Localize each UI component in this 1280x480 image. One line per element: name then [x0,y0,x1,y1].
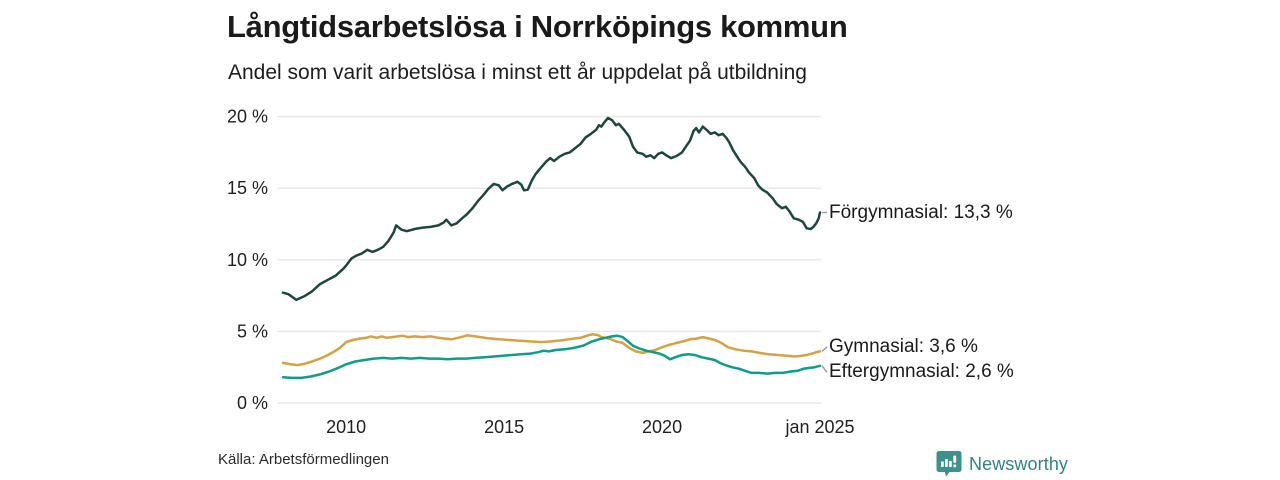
y-tick-label: 0 % [237,393,268,413]
y-tick-label: 10 % [227,250,268,270]
x-tick-label: 2010 [326,417,366,437]
y-tick-label: 5 % [237,321,268,341]
y-tick-label: 20 % [227,107,268,127]
label-leader-tick [821,365,828,373]
source-note: Källa: Arbetsförmedlingen [218,451,389,468]
brand-wordmark: Newsworthy [969,453,1069,474]
page-subtitle: Andel som varit arbetslösa i minst ett å… [228,61,807,84]
series-line-förgymnasial [281,116,822,302]
series-line-eftergymnasial [281,334,822,380]
newsworthy-logo: Newsworthy [936,450,1068,478]
x-tick-label: 2015 [484,417,524,437]
page-title: Långtidsarbetslösa i Norrköpings kommun [227,9,848,44]
series-label-forgymnasial: Förgymnasial: 13,3 % [829,201,1013,223]
x-tick-label: jan 2025 [784,417,854,437]
series-label-eftergymnasial: Eftergymnasial: 2,6 % [829,361,1014,383]
series-label-gymnasial: Gymnasial: 3,6 % [829,335,978,357]
bar-chart-speech-bubble-icon [936,451,962,477]
x-tick-label: 2020 [642,417,682,437]
label-leader-tick [821,346,828,352]
y-tick-label: 15 % [227,178,268,198]
series-line-gymnasial [281,333,822,367]
